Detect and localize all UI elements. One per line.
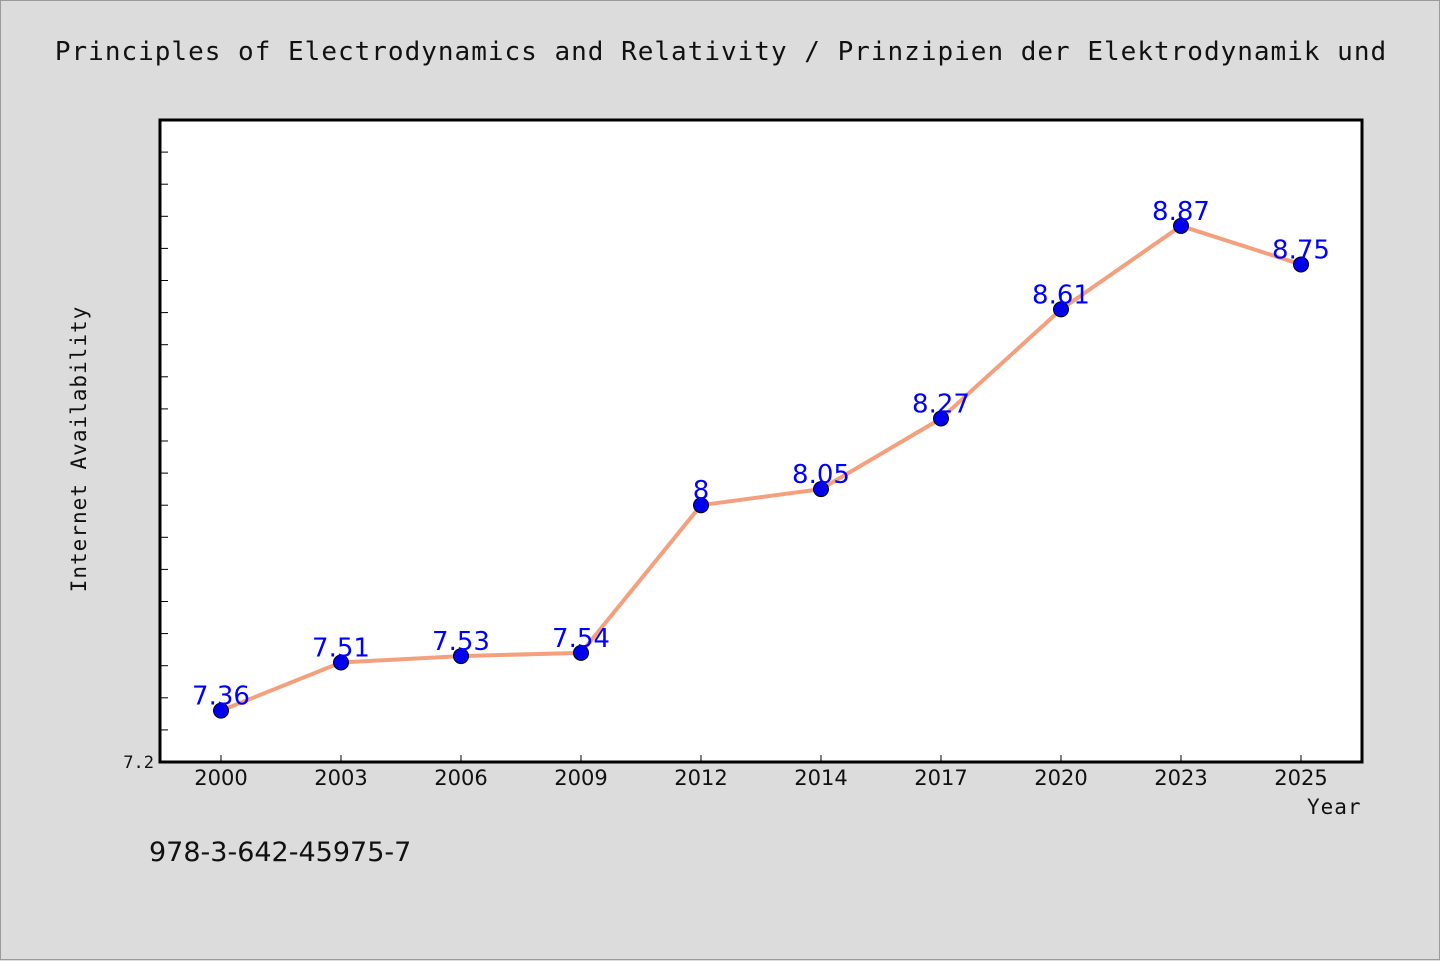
series-line-group: [219, 223, 1303, 713]
data-label: 8.05: [792, 460, 850, 490]
y-axis-ticks: 7.2: [123, 151, 168, 773]
data-label: 8.87: [1152, 197, 1210, 227]
data-label: 7.51: [312, 633, 370, 663]
data-point: [933, 410, 949, 427]
data-label: 8.75: [1272, 235, 1330, 265]
x-tick-label: 2023: [1154, 766, 1207, 790]
x-axis-ticks: 2000 2003 2006 2009 2012 2014 2017 2020 2023 2025: [194, 755, 1328, 790]
data-point: [213, 702, 229, 719]
data-point: [333, 654, 349, 671]
x-tick-label: 2009: [554, 766, 607, 790]
data-label: 8.61: [1032, 280, 1090, 310]
footnote-isbn: 978-3-642-45975-7: [149, 837, 412, 868]
data-labels: 7.36 7.51 7.53 7.54 8 8.05 8.27 8.61 8.87 8.75: [192, 197, 1330, 712]
data-point: [813, 481, 829, 498]
data-markers: [213, 217, 1309, 719]
plot-area: [158, 118, 1364, 764]
x-tick-label: 2006: [434, 766, 487, 790]
data-point: [1293, 256, 1309, 273]
x-tick-label: 2025: [1274, 766, 1327, 790]
data-label: 7.53: [432, 627, 490, 657]
chart-title: Principles of Electrodynamics and Relati…: [54, 37, 1388, 67]
data-point: [573, 644, 589, 661]
x-tick-label: 2017: [914, 766, 967, 790]
x-tick-label: 2012: [674, 766, 727, 790]
data-label: 8.27: [912, 390, 970, 420]
data-point: [1173, 217, 1189, 234]
y-axis-title: Internet Availability: [67, 305, 91, 593]
x-tick-label: 2020: [1034, 766, 1087, 790]
x-axis-title: Year: [1307, 795, 1362, 819]
x-tick-label: 2014: [794, 766, 847, 790]
data-point: [693, 497, 709, 514]
data-label: 7.54: [552, 624, 610, 654]
x-tick-label: 2003: [314, 766, 367, 790]
data-point: [1053, 301, 1069, 318]
y-tick-label: 7.2: [123, 753, 154, 773]
data-point: [453, 648, 469, 665]
x-tick-label: 2000: [194, 766, 247, 790]
data-label: 8: [693, 476, 710, 506]
data-label: 7.36: [192, 682, 250, 712]
series-line: [219, 223, 1303, 713]
